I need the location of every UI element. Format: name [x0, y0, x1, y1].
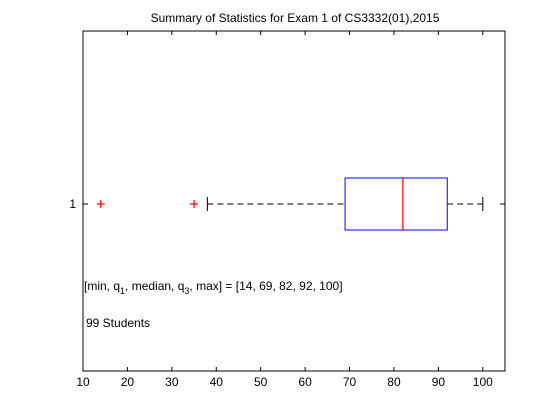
- x-tick-label: 60: [298, 375, 312, 389]
- plot-area: [82, 30, 506, 372]
- x-tick-label: 50: [254, 375, 268, 389]
- x-tick-label: 100: [473, 375, 493, 389]
- x-tick-label: 10: [76, 375, 90, 389]
- chart-title: Summary of Statistics for Exam 1 of CS33…: [151, 11, 440, 25]
- x-tick-label: 30: [165, 375, 179, 389]
- stats-sub-q1: 1: [120, 286, 125, 296]
- stats-sub-q3: 3: [184, 286, 189, 296]
- x-axis-tick-labels: 10 20 30 40 50 60 70 80 90 100: [76, 375, 493, 389]
- x-tick-label: 90: [432, 375, 446, 389]
- x-tick-label: 20: [121, 375, 135, 389]
- outliers: [96, 200, 199, 208]
- x-tick-label: 70: [343, 375, 357, 389]
- stats-prefix: [min, q: [84, 279, 120, 293]
- x-tick-label: 40: [210, 375, 224, 389]
- stats-annotation: [min, q1, median, q3, max] = [14, 69, 82…: [84, 279, 343, 296]
- outlier-point-0: [96, 200, 105, 208]
- stats-suffix: , max] = [14, 69, 82, 92, 100]: [189, 279, 342, 293]
- iqr-box: [344, 177, 448, 231]
- outlier-point-1: [190, 200, 199, 208]
- x-axis-ticks: [82, 31, 484, 371]
- students-annotation: 99 Students: [86, 316, 150, 330]
- stats-mid: , median, q: [125, 279, 184, 293]
- y-tick-label: 1: [69, 197, 76, 211]
- x-tick-label: 80: [387, 375, 401, 389]
- boxplot-series: [96, 177, 484, 231]
